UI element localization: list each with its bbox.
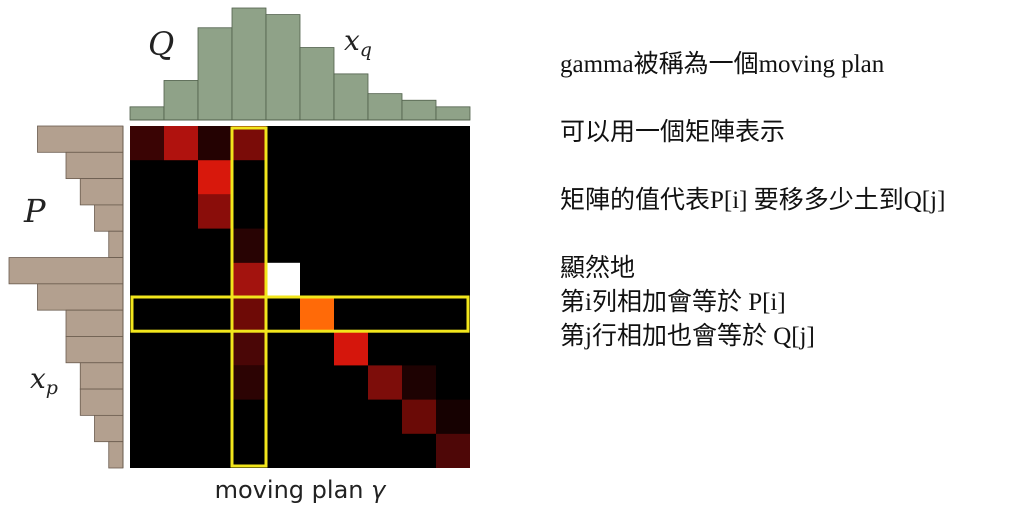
- q-histogram-bar: [231, 7, 267, 121]
- xq-label-main: x: [344, 24, 360, 57]
- q-histogram-bar: [299, 47, 335, 121]
- q-histogram-bar: [333, 73, 369, 121]
- matrix-cell: [232, 262, 266, 297]
- matrix-cell: [402, 399, 436, 434]
- caption: moving plan γ: [215, 476, 387, 504]
- q-histogram: [129, 7, 471, 121]
- note-line-2: 可以用一個矩陣表示: [560, 119, 786, 146]
- matrix-cell: [436, 399, 470, 434]
- highlight-row: [130, 295, 470, 333]
- caption-text: moving plan: [215, 476, 371, 504]
- matrix-cell: [232, 297, 266, 332]
- q-histogram-bar: [401, 99, 437, 121]
- q-label: Q: [148, 25, 174, 63]
- note-line-5: 第i列相加會等於 P[i]: [560, 289, 786, 316]
- xq-label: xq: [344, 24, 372, 61]
- p-histogram-bar: [108, 441, 124, 469]
- note-line-1: gamma被稱為一個moving plan: [560, 51, 885, 78]
- p-histogram-bar: [79, 388, 124, 416]
- p-histogram-bar: [65, 151, 124, 180]
- p-histogram-bar: [94, 204, 124, 232]
- xp-label: xp: [30, 362, 58, 399]
- note-line-3: 矩陣的值代表P[i] 要移多少土到Q[j]: [560, 187, 946, 214]
- matrix-cell: [232, 331, 266, 366]
- caption-symbol: γ: [371, 476, 387, 504]
- xq-label-sub: q: [360, 39, 372, 61]
- matrix-cell: [198, 126, 232, 161]
- q-histogram-bar: [197, 27, 233, 121]
- xp-label-sub: p: [46, 377, 58, 399]
- p-histogram: [8, 125, 124, 469]
- matrix-cell: [300, 297, 334, 332]
- q-histogram-bar: [435, 106, 471, 121]
- matrix-cell: [198, 194, 232, 229]
- matrix-cell: [232, 365, 266, 400]
- matrix-cell: [232, 228, 266, 263]
- matrix-cell: [232, 126, 266, 161]
- matrix-cell: [164, 126, 198, 161]
- p-histogram-bar: [79, 178, 124, 206]
- p-histogram-bar: [79, 362, 124, 390]
- note-line-6: 第j行相加也會等於 Q[j]: [560, 323, 815, 350]
- matrix-cell: [368, 365, 402, 400]
- q-histogram-bar: [265, 14, 301, 121]
- p-histogram-bar: [37, 125, 124, 153]
- q-histogram-bar: [367, 93, 403, 121]
- q-histogram-bar: [129, 106, 165, 121]
- matrix-cell: [130, 126, 164, 161]
- p-label: P: [23, 192, 46, 230]
- note-line-4: 顯然地: [560, 255, 636, 282]
- transport-plan-figure: Q xq P xp moving plan γ: [8, 7, 471, 504]
- p-histogram-bar: [37, 283, 124, 311]
- explanation-notes: gamma被稱為一個moving plan 可以用一個矩陣表示 矩陣的值代表P[…: [560, 48, 1020, 354]
- matrix-cell: [334, 331, 368, 366]
- q-histogram-bar: [163, 80, 199, 121]
- p-histogram-bar: [8, 257, 124, 285]
- p-histogram-bar: [65, 336, 124, 364]
- p-histogram-bar: [65, 309, 124, 337]
- matrix-cells: [130, 126, 470, 468]
- p-histogram-bar: [94, 414, 124, 443]
- matrix-cell: [402, 365, 436, 400]
- matrix-cell: [266, 262, 300, 297]
- xp-label-main: x: [30, 362, 46, 395]
- matrix-cell: [198, 160, 232, 195]
- p-histogram-bar: [108, 230, 124, 258]
- matrix-cell: [436, 433, 470, 468]
